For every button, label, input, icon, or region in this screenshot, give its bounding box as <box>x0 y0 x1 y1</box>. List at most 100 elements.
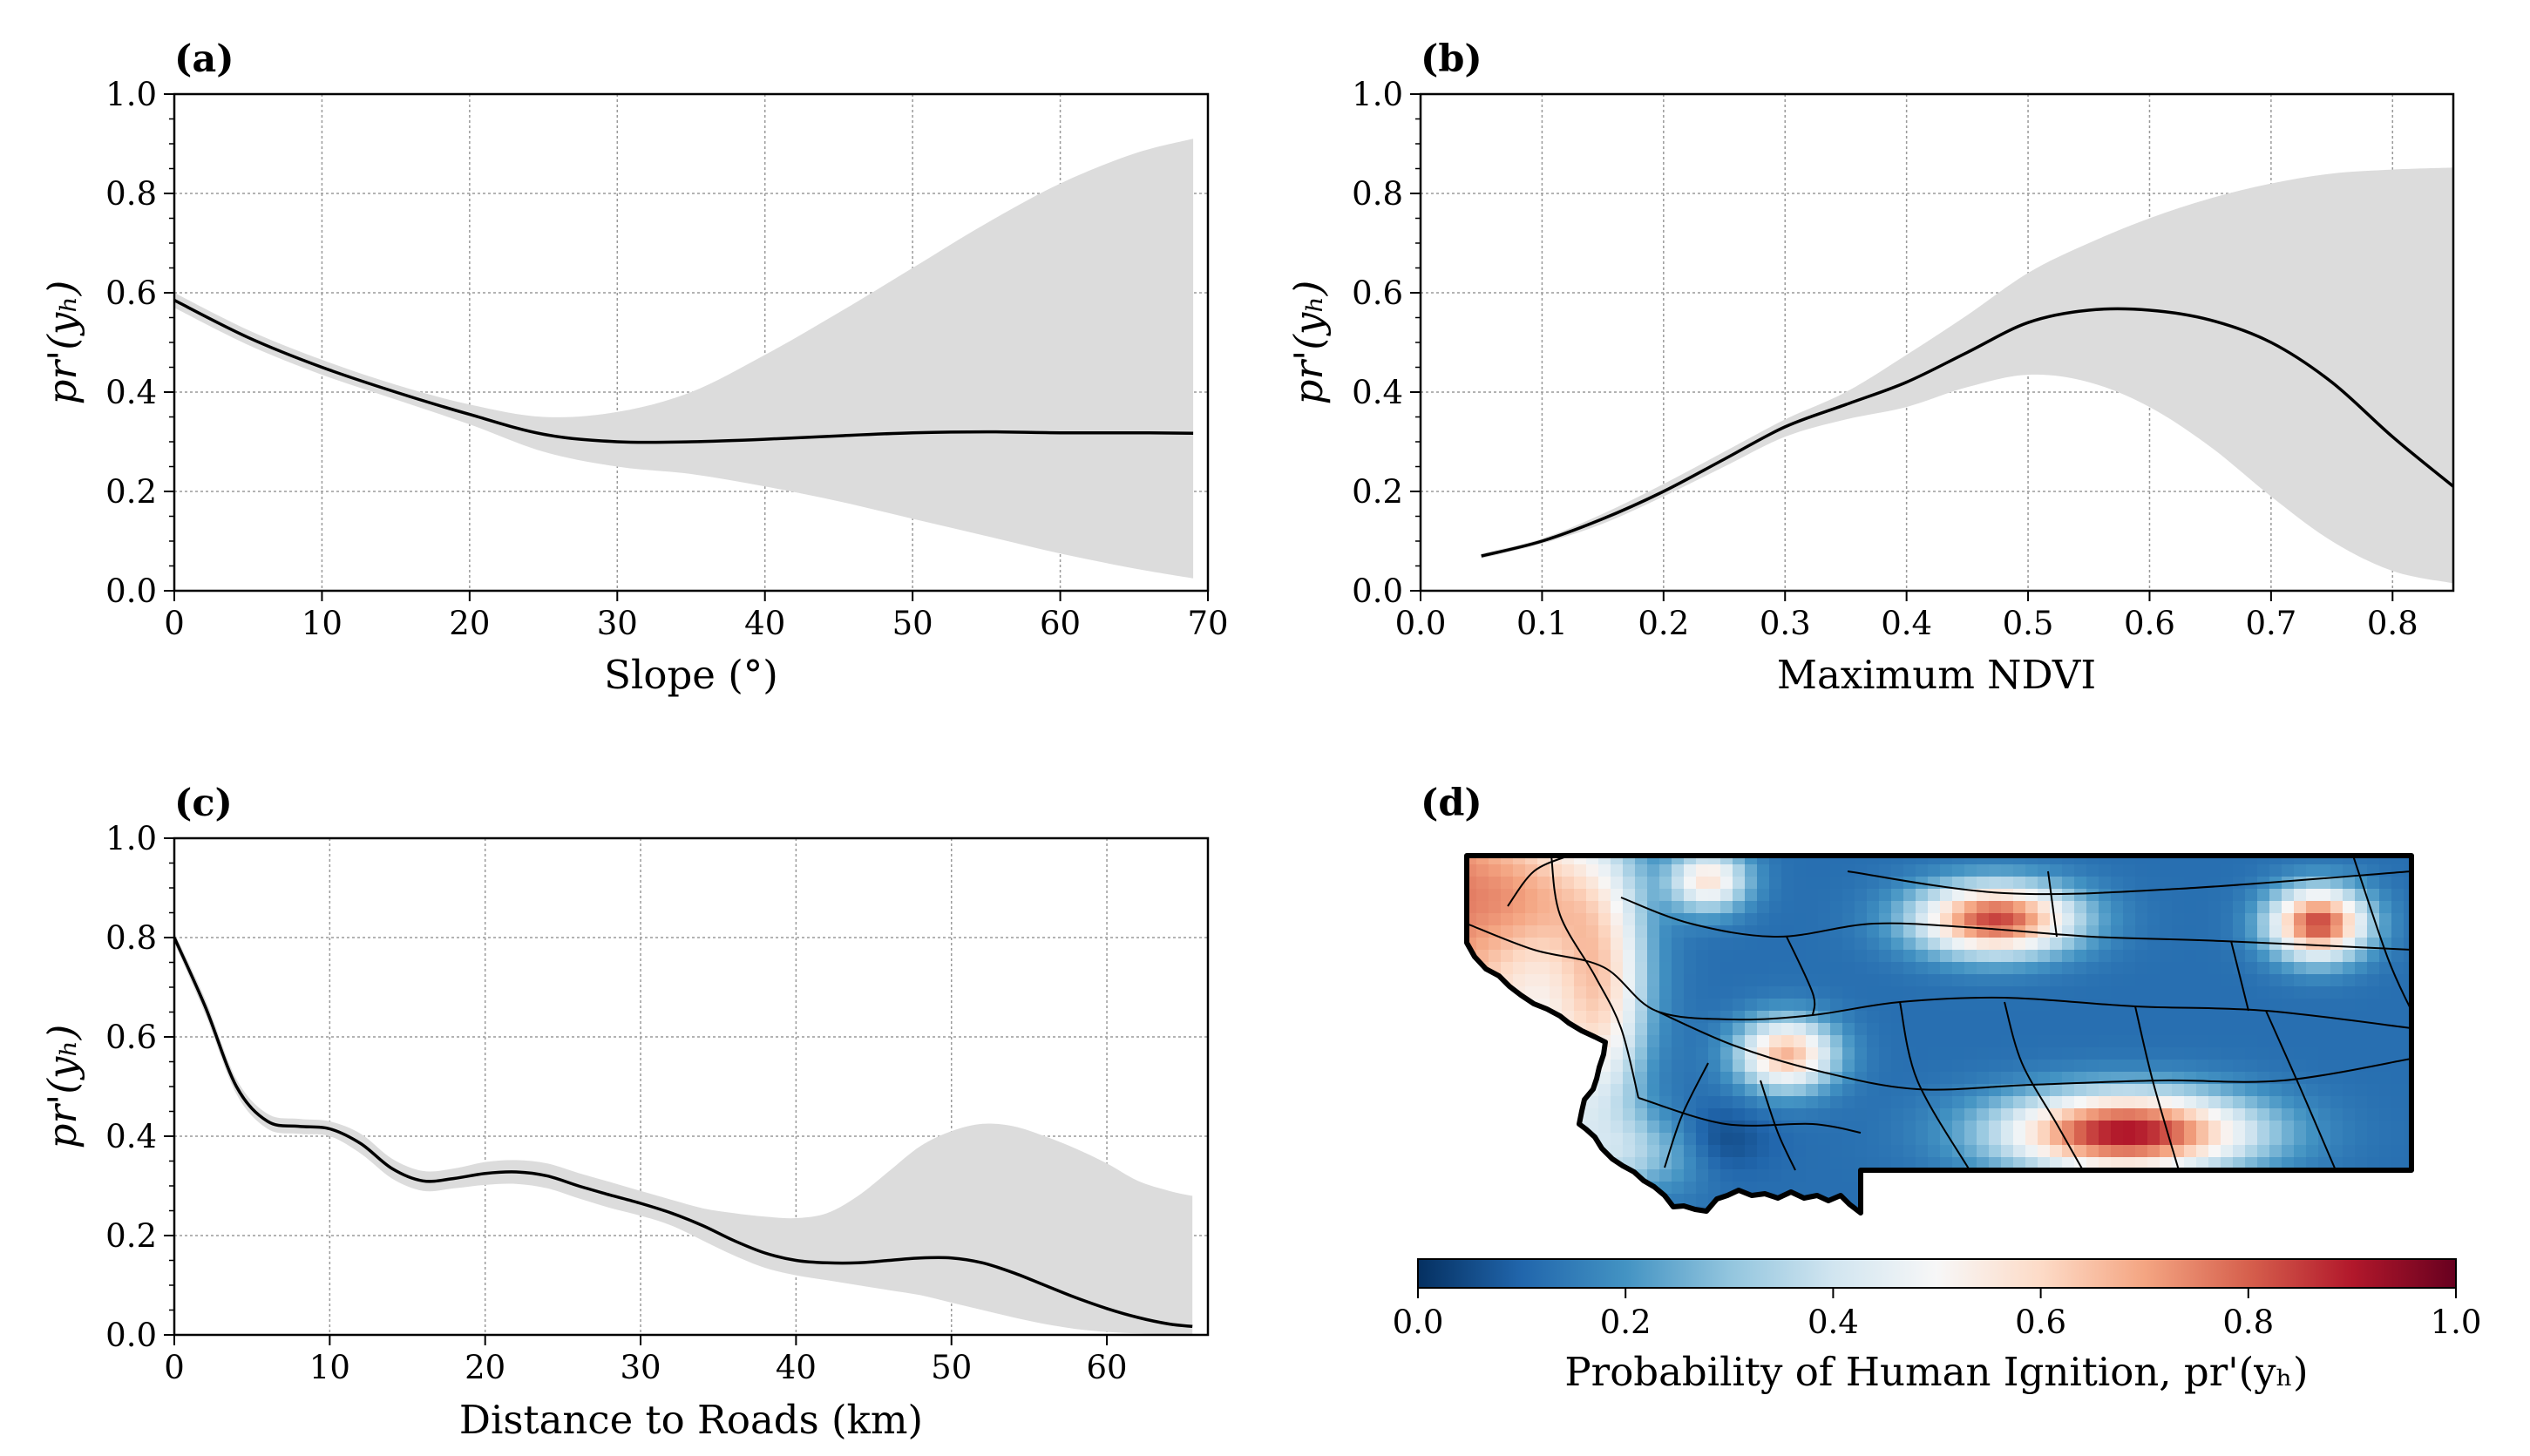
heatmap-cell <box>2050 1182 2063 1195</box>
heatmap-cell <box>2245 1206 2258 1213</box>
heatmap-cell <box>2160 925 2173 938</box>
heatmap-cell <box>2038 1084 2051 1097</box>
heatmap-cell <box>2050 999 2063 1012</box>
heatmap-cell <box>1989 1218 2002 1231</box>
heatmap-cell <box>2306 1060 2319 1073</box>
heatmap-cell <box>1611 999 1624 1012</box>
heatmap-cell <box>1537 901 1550 914</box>
heatmap-cell <box>2196 1157 2209 1170</box>
heatmap-cell <box>2257 962 2270 975</box>
heatmap-cell <box>2282 856 2295 865</box>
heatmap-cell <box>1903 1133 1916 1146</box>
heatmap-cell <box>1708 901 1721 914</box>
heatmap-cell <box>1586 1011 1599 1024</box>
heatmap-cell <box>2404 889 2411 902</box>
heatmap-cell <box>2379 889 2392 902</box>
heatmap-cell <box>2147 1206 2160 1213</box>
heatmap-cell <box>1623 1182 1636 1195</box>
heatmap-cell <box>2184 999 2197 1012</box>
heatmap-cell <box>1659 1084 1672 1097</box>
heatmap-cell <box>2111 1023 2124 1036</box>
heatmap-cell <box>1659 1047 1672 1060</box>
heatmap-cell <box>1806 1011 1819 1024</box>
heatmap-cell <box>1513 1194 1526 1207</box>
heatmap-cell <box>2172 1182 2185 1195</box>
heatmap-cell <box>2147 1011 2160 1024</box>
heatmap-cell <box>1586 1194 1599 1207</box>
heatmap-cell <box>2355 901 2368 914</box>
heatmap-cell <box>1720 1047 1733 1060</box>
heatmap-cell <box>1769 856 1782 865</box>
heatmap-cell <box>2062 856 2075 865</box>
heatmap-cell <box>2038 1023 2051 1036</box>
heatmap-cell <box>2172 1133 2185 1146</box>
heatmap-cell <box>2111 1047 2124 1060</box>
heatmap-cell <box>1562 999 1575 1012</box>
heatmap-cell <box>1855 1035 1868 1048</box>
heatmap-cell <box>1489 1060 1502 1073</box>
heatmap-cell <box>2355 877 2368 890</box>
heatmap-cell <box>1903 1023 1916 1036</box>
heatmap-cell <box>1611 877 1624 890</box>
heatmap-cell <box>2343 1194 2356 1207</box>
x-tick-label: 0.2 <box>1638 605 1689 642</box>
heatmap-cell <box>1733 1206 1746 1213</box>
heatmap-cell <box>1635 1121 1648 1134</box>
heatmap-cell <box>1806 1157 1819 1170</box>
heatmap-cell <box>1720 913 1733 926</box>
road <box>1550 856 1639 1099</box>
heatmap-cell <box>2208 1023 2221 1036</box>
heatmap-cell <box>2074 877 2087 890</box>
heatmap-cell <box>2184 1096 2197 1109</box>
heatmap-cell <box>1659 1218 1672 1231</box>
heatmap-cell <box>1952 1060 1965 1073</box>
heatmap-cell <box>2404 901 2411 914</box>
heatmap-cell <box>1684 1157 1697 1170</box>
heatmap-cell <box>1903 1121 1916 1134</box>
heatmap-cell <box>1696 938 1709 951</box>
heatmap-cell <box>2245 1108 2258 1121</box>
x-tick-label: 60 <box>1087 1349 1128 1386</box>
heatmap-cell <box>2160 938 2173 951</box>
panel-d: (d) 0.0 0.2 0.4 0.6 0.8 1.0 Probability of Hu… <box>1393 782 2482 1395</box>
heatmap-cell <box>1952 1121 1965 1134</box>
heatmap-cell <box>2099 913 2112 926</box>
heatmap-cell <box>1977 1072 1990 1085</box>
heatmap-cell <box>1916 1072 1929 1085</box>
heatmap-cell <box>1769 999 1782 1012</box>
heatmap-cell <box>1598 1169 1611 1182</box>
heatmap-cell <box>2001 1108 2014 1121</box>
heatmap-cell <box>2147 962 2160 975</box>
heatmap-cell <box>1818 962 1831 975</box>
heatmap-cell <box>2245 913 2258 926</box>
heatmap-cell <box>1806 901 1819 914</box>
y-tick-label: 0.4 <box>1352 374 1403 411</box>
heatmap-cell <box>2306 889 2319 902</box>
heatmap-cell <box>2306 1206 2319 1213</box>
heatmap-cell <box>2404 913 2411 926</box>
heatmap-cell <box>2208 1047 2221 1060</box>
heatmap-cell <box>1916 864 1929 877</box>
heatmap-cell <box>2233 962 2246 975</box>
heatmap-cell <box>1794 1035 1807 1048</box>
heatmap-cell <box>1818 1047 1831 1060</box>
heatmap-cell <box>1586 889 1599 902</box>
heatmap-cell <box>1781 999 1794 1012</box>
heatmap-cell <box>2330 1145 2343 1158</box>
heatmap-cell <box>1903 974 1916 987</box>
heatmap-cell <box>1745 1206 1758 1213</box>
heatmap-cell <box>1842 1047 1855 1060</box>
heatmap-cell <box>1977 913 1990 926</box>
heatmap-cell <box>1733 1145 1746 1158</box>
heatmap-cell <box>1635 913 1648 926</box>
heatmap-cell <box>1550 1084 1563 1097</box>
heatmap-cell <box>2343 1072 2356 1085</box>
heatmap-cell <box>2147 864 2160 877</box>
heatmap-cell <box>1916 1096 1929 1109</box>
heatmap-cell <box>2086 950 2099 963</box>
heatmap-cell <box>1940 1121 1953 1134</box>
heatmap-cell <box>1562 889 1575 902</box>
heatmap-cell <box>2025 962 2038 975</box>
heatmap-cell <box>1684 999 1697 1012</box>
heatmap-cell <box>1635 1047 1648 1060</box>
